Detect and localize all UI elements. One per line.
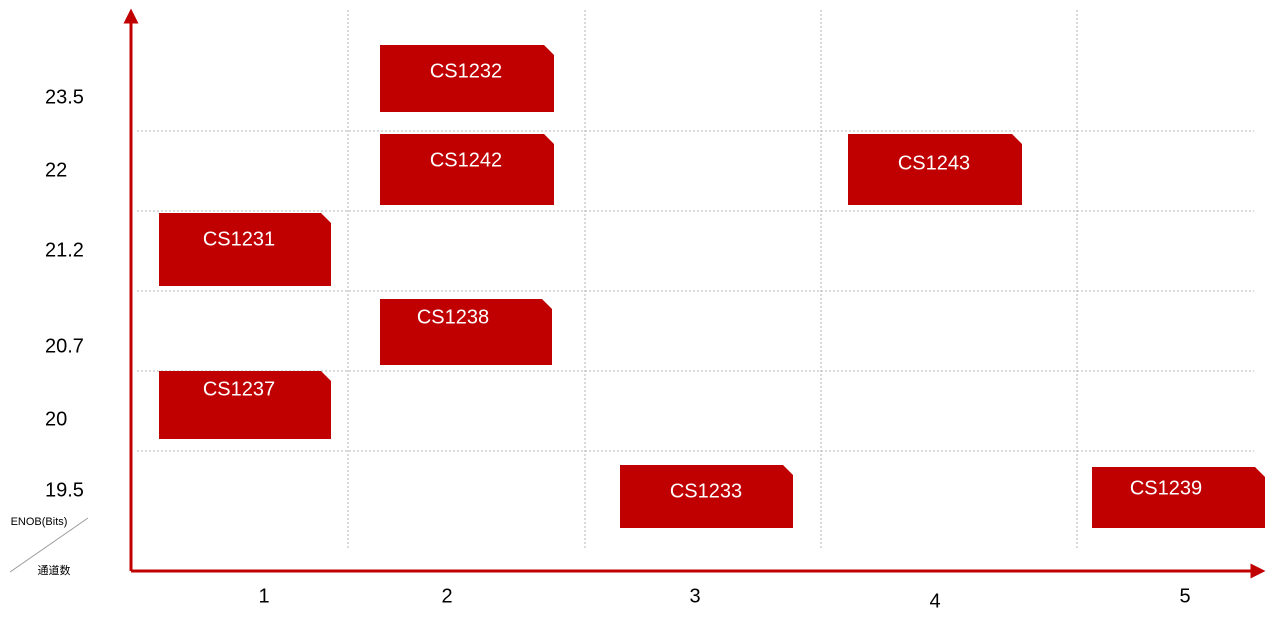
y-label: 22 (45, 159, 67, 181)
product-name: CS1232 (430, 60, 502, 82)
x-label: 5 (1179, 585, 1190, 607)
product-name: CS1239 (1130, 477, 1202, 499)
y-label: 20 (45, 408, 67, 430)
card-shape (1092, 467, 1265, 528)
card-shape (380, 299, 552, 365)
card-shape (159, 213, 331, 286)
y-label: 20.7 (45, 335, 84, 357)
x-label: 1 (258, 585, 269, 607)
product-card: CS1238 (380, 299, 552, 365)
product-name: CS1237 (203, 378, 275, 400)
product-card: CS1237 (159, 371, 331, 439)
product-card: CS1232 (380, 45, 554, 112)
y-title: ENOB(Bits) (11, 516, 68, 528)
product-name: CS1238 (417, 306, 489, 328)
product-card: CS1233 (620, 465, 793, 528)
labels: 23.5 22 21.2 20.7 20 19.5 1 2 3 4 5 CS1232 CS1242 CS1… (45, 45, 1265, 612)
corner-divider (9, 517, 89, 573)
y-label: 23.5 (45, 86, 84, 108)
product-card: CS1243 (848, 134, 1022, 205)
y-label: 19.5 (45, 479, 84, 501)
product-card: CS1231 (159, 213, 331, 286)
product-name: CS1233 (670, 480, 742, 502)
y-label: 21.2 (45, 239, 84, 261)
x-title: 通道数 (38, 563, 71, 577)
card-shape (848, 134, 1022, 205)
grid (137, 10, 1254, 548)
product-name: CS1242 (430, 149, 502, 171)
card-shape (159, 371, 331, 439)
card-shape (380, 134, 554, 205)
card-shape (620, 465, 793, 528)
x-label: 4 (929, 590, 940, 612)
product-name: CS1243 (898, 152, 970, 174)
card-shape (380, 45, 554, 112)
x-label: 3 (689, 585, 700, 607)
x-label: 2 (441, 585, 452, 607)
product-name: CS1231 (203, 228, 275, 250)
product-card: CS1242 (380, 134, 554, 205)
product-card: CS1239 (1092, 467, 1265, 528)
